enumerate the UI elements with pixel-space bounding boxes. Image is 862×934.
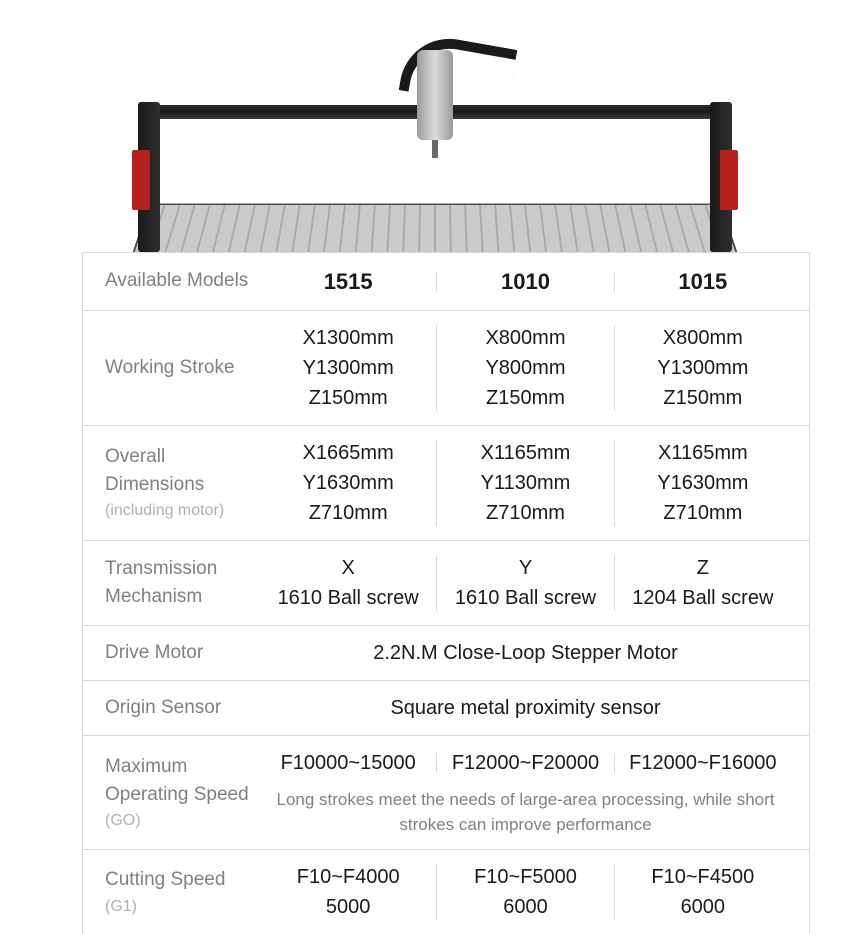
label-dimensions: Overall Dimensions (including motor) [105, 438, 260, 528]
row-working-stroke: Working Stroke X1300mm Y1300mm Z150mm X8… [83, 311, 809, 426]
trans-y: Y 1610 Ball screw [437, 553, 613, 613]
row-models: Available Models 1515 1010 1015 [83, 253, 809, 311]
dim-1015: X1165mm Y1630mm Z710mm [615, 438, 791, 528]
cut-3: F10~F4500 6000 [615, 862, 791, 922]
label-transmission: Transmission Mechanism [105, 553, 260, 613]
maxspeed-2: F12000~F20000 [437, 748, 613, 778]
cut-2: F10~F5000 6000 [437, 862, 613, 922]
cnc-machine-illustration [110, 40, 760, 280]
origin-sensor-value: Square metal proximity sensor [260, 693, 791, 723]
dim-1010: X1165mm Y1130mm Z710mm [437, 438, 613, 528]
stroke-1515: X1300mm Y1300mm Z150mm [260, 323, 436, 413]
label-origin-sensor: Origin Sensor [105, 693, 260, 723]
row-cutting-speed: Cutting Speed (G1) F10~F4000 5000 F10~F5… [83, 850, 809, 934]
trans-z: Z 1204 Ball screw [615, 553, 791, 613]
model-1515: 1515 [260, 265, 436, 298]
label-max-speed: Maximum Operating Speed (GO) [105, 748, 260, 837]
cut-1: F10~F4000 5000 [260, 862, 436, 922]
label-working-stroke: Working Stroke [105, 323, 260, 413]
label-cutting-speed: Cutting Speed (G1) [105, 862, 260, 922]
row-drive-motor: Drive Motor 2.2N.M Close-Loop Stepper Mo… [83, 626, 809, 681]
max-speed-note: Long strokes meet the needs of large-are… [260, 788, 791, 837]
maxspeed-1: F10000~15000 [260, 748, 436, 778]
row-transmission: Transmission Mechanism X 1610 Ball screw… [83, 541, 809, 626]
model-1015: 1015 [615, 265, 791, 298]
stroke-1010: X800mm Y800mm Z150mm [437, 323, 613, 413]
dim-1515: X1665mm Y1630mm Z710mm [260, 438, 436, 528]
spec-table: Available Models 1515 1010 1015 Working … [82, 252, 810, 934]
product-image-area [0, 0, 862, 280]
drive-motor-value: 2.2N.M Close-Loop Stepper Motor [260, 638, 791, 668]
row-max-speed: Maximum Operating Speed (GO) F10000~1500… [83, 736, 809, 850]
trans-x: X 1610 Ball screw [260, 553, 436, 613]
label-models: Available Models [105, 265, 260, 298]
row-dimensions: Overall Dimensions (including motor) X16… [83, 426, 809, 541]
label-drive-motor: Drive Motor [105, 638, 260, 668]
stroke-1015: X800mm Y1300mm Z150mm [615, 323, 791, 413]
maxspeed-3: F12000~F16000 [615, 748, 791, 778]
row-origin-sensor: Origin Sensor Square metal proximity sen… [83, 681, 809, 736]
model-1010: 1010 [437, 265, 613, 298]
